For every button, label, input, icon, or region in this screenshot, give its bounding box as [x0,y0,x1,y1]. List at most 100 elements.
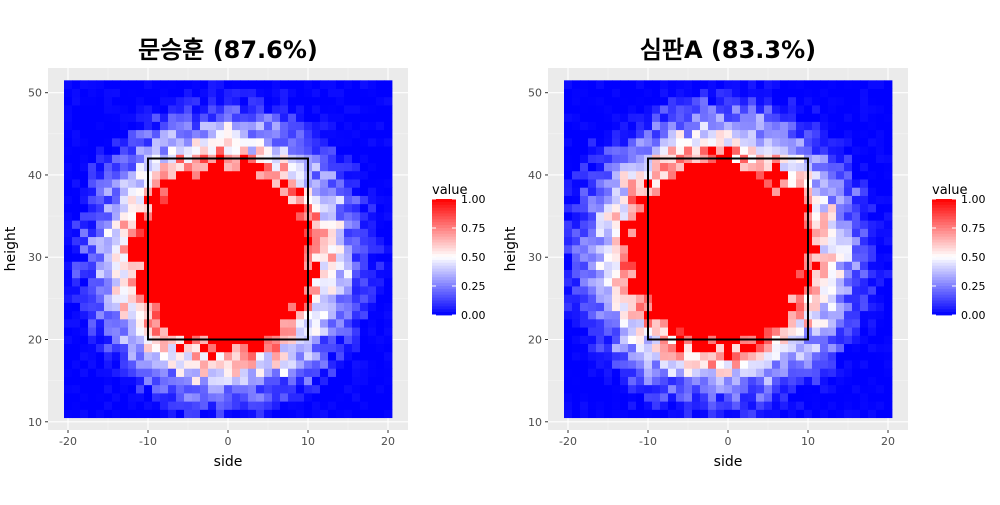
heatmap-tile [676,187,685,196]
heatmap-tile [384,129,393,139]
heatmap-tile [88,154,97,164]
heatmap-tile [272,187,281,196]
heatmap-tile [64,401,73,410]
legend-bar-segment [432,213,456,217]
heatmap-tile [248,384,257,394]
heatmap-tile [700,286,709,295]
heatmap-tile [368,376,377,386]
heatmap-tile [732,228,741,238]
heatmap-tile [660,211,669,221]
heatmap-tile [628,203,637,213]
heatmap-tile [636,384,645,394]
heatmap-tile [692,277,701,287]
heatmap-tile [604,244,613,254]
heatmap-tile [612,351,621,361]
heatmap-tile [72,121,81,131]
heatmap-tile [596,170,605,180]
heatmap-tile [248,253,257,262]
heatmap-tile [248,96,257,106]
heatmap-tile [764,368,773,377]
heatmap-tile [724,401,733,410]
heatmap-tile [756,88,765,98]
heatmap-tile [232,220,241,229]
heatmap-tile [764,203,773,213]
legend-bar-segment [932,199,956,203]
heatmap-tile [184,211,193,221]
heatmap-tile [336,88,345,98]
heatmap-tile [168,368,177,377]
legend-bar-segment [432,309,456,313]
heatmap-tile [884,343,893,353]
heatmap-tile [184,392,193,402]
heatmap-tile [280,121,289,131]
heatmap-tile [72,162,81,172]
heatmap-tile [716,368,725,377]
heatmap-tile [612,261,621,270]
y-tick-label: 20 [28,334,42,347]
heatmap-tile [80,343,89,353]
heatmap-tile [868,179,877,188]
heatmap-tile [200,195,209,205]
heatmap-tile [360,170,369,180]
heatmap-tile [136,146,145,155]
heatmap-tile [716,211,725,221]
heatmap-tile [328,88,337,98]
heatmap-tile [572,129,581,139]
heatmap-tile [72,195,81,205]
heatmap-tile [216,105,225,114]
heatmap-tile [128,368,137,377]
heatmap-tile [368,220,377,229]
heatmap-tile [716,409,725,419]
heatmap-tile [572,360,581,369]
heatmap-tile [112,286,121,295]
heatmap-tile [168,236,177,246]
heatmap-tile [72,327,81,336]
heatmap-tile [700,351,709,361]
heatmap-tile [208,384,217,394]
heatmap-tile [628,187,637,196]
heatmap-tile [788,236,797,246]
heatmap-tile [64,302,73,312]
heatmap-tile [112,146,121,155]
heatmap-tile [344,253,353,262]
y-axis-title: height [503,226,519,271]
heatmap-tile [264,236,273,246]
heatmap-tile [868,220,877,229]
heatmap-tile [788,376,797,386]
heatmap-tile [152,187,161,196]
heatmap-tile [168,392,177,402]
heatmap-tile [184,360,193,369]
heatmap-tile [860,286,869,295]
heatmap-tile [660,368,669,377]
heatmap-tile [652,137,661,147]
heatmap-tile [828,302,837,312]
heatmap-tile [168,401,177,410]
heatmap-tile [788,146,797,155]
heatmap-tile [756,277,765,287]
heatmap-tile [868,261,877,270]
heatmap-tile [612,335,621,345]
heatmap-tile [96,105,105,114]
heatmap-tile [700,277,709,287]
heatmap-tile [572,384,581,394]
heatmap-tile [812,113,821,122]
heatmap-tile [264,80,273,89]
heatmap-tile [264,368,273,377]
heatmap-tile [184,409,193,419]
heatmap-tile [200,162,209,172]
heatmap-tile [588,244,597,254]
heatmap-tile [88,121,97,131]
heatmap-tile [160,392,169,402]
heatmap-tile [376,195,385,205]
heatmap-tile [700,211,709,221]
heatmap-tile [80,88,89,98]
heatmap-tile [168,170,177,180]
heatmap-tile [120,244,129,254]
heatmap-tile [344,335,353,345]
heatmap-tile [572,228,581,238]
heatmap-tile [868,170,877,180]
heatmap-tile [280,80,289,89]
heatmap-tile [192,261,201,270]
heatmap-tile [144,88,153,98]
heatmap-tile [264,384,273,394]
